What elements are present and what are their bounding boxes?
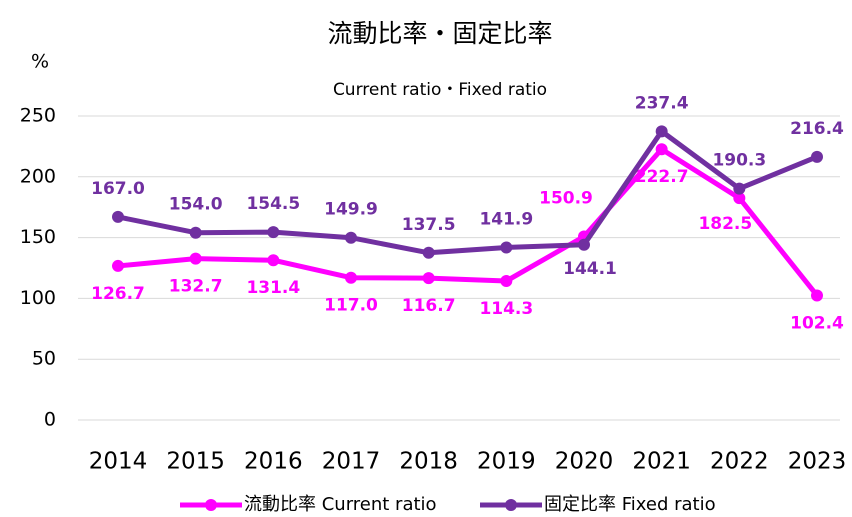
data-label: 144.1 [563, 259, 617, 279]
data-label: 114.3 [479, 299, 533, 319]
data-label: 131.4 [246, 278, 300, 298]
legend-marker [205, 499, 217, 511]
chart-title: 流動比率・固定比率 [327, 19, 552, 48]
legend-label: 流動比率 Current ratio [244, 494, 437, 515]
data-label: 222.7 [635, 167, 689, 187]
y-unit: % [31, 51, 49, 73]
data-point [733, 182, 746, 195]
x-tick-label: 2021 [632, 449, 691, 475]
legend-marker [505, 499, 517, 511]
data-point [189, 252, 202, 265]
x-tick-label: 2020 [555, 449, 614, 475]
y-tick-label: 200 [20, 165, 56, 187]
series-line [117, 128, 818, 256]
data-label: 102.4 [790, 313, 844, 333]
data-point [733, 192, 746, 205]
data-point [500, 275, 513, 288]
x-tick-label: 2014 [89, 449, 148, 475]
data-point [655, 143, 668, 156]
data-point [112, 259, 124, 272]
x-tick-label: 2015 [166, 449, 225, 475]
data-point [267, 226, 280, 239]
data-label: 237.4 [635, 93, 689, 113]
x-tick-label: 2017 [322, 449, 381, 475]
data-point [267, 254, 280, 267]
data-point [345, 271, 357, 284]
data-label: 117.0 [324, 296, 378, 316]
data-label: 150.9 [539, 189, 593, 209]
data-label: 154.5 [246, 194, 300, 214]
x-tick-label: 2018 [399, 449, 458, 475]
data-label: 116.7 [402, 296, 456, 316]
data-label: 182.5 [698, 214, 752, 234]
data-point [422, 272, 435, 285]
y-tick-label: 150 [20, 226, 56, 248]
chart-subtitle: Current ratio・Fixed ratio [333, 80, 547, 100]
data-label: 154.0 [169, 195, 223, 215]
data-label: 132.7 [169, 277, 223, 297]
x-tick-label: 2016 [244, 449, 303, 475]
data-label: 141.9 [479, 209, 533, 229]
data-label: 216.4 [790, 119, 844, 139]
data-point [422, 246, 435, 259]
y-tick-label: 100 [20, 287, 56, 309]
data-label: 137.5 [402, 215, 456, 235]
data-label: 126.7 [91, 284, 145, 304]
x-tick-label: 2019 [477, 449, 536, 475]
series-line [117, 146, 819, 298]
data-label: 190.3 [712, 151, 766, 171]
data-point [655, 125, 668, 138]
y-tick-label: 0 [44, 409, 56, 431]
data-point [500, 241, 513, 254]
data-point [189, 226, 202, 239]
data-label: 167.0 [91, 179, 145, 199]
y-tick-label: 50 [32, 348, 56, 370]
y-tick-label: 250 [20, 105, 56, 127]
x-tick-label: 2023 [788, 449, 847, 475]
x-tick-label: 2022 [710, 449, 769, 475]
data-point [345, 231, 357, 244]
data-point [811, 289, 823, 302]
data-point [112, 210, 124, 223]
legend-label: 固定比率 Fixed ratio [544, 494, 716, 515]
data-point [578, 238, 590, 251]
data-label: 149.9 [324, 200, 378, 220]
data-point [811, 150, 823, 163]
